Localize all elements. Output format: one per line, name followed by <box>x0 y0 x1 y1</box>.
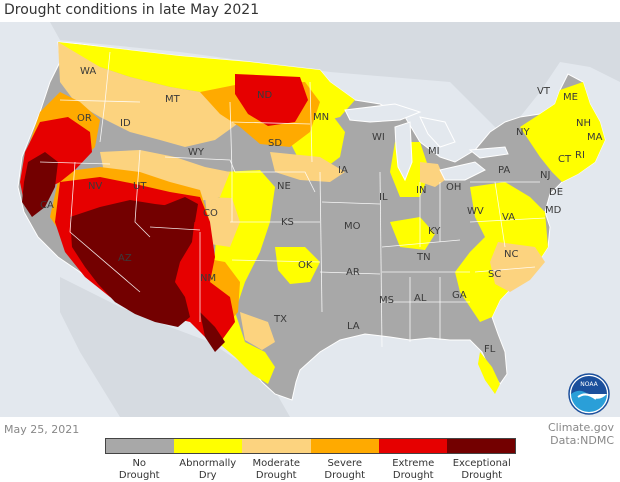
state-label-ut: UT <box>133 181 147 192</box>
state-label-id: ID <box>120 118 131 129</box>
state-label-ar: AR <box>346 267 360 278</box>
state-label-ok: OK <box>298 260 313 271</box>
state-label-sd: SD <box>268 138 282 149</box>
legend-label-moderate: Moderate Drought <box>252 458 301 481</box>
state-label-mt: MT <box>165 94 181 105</box>
legend-color-bar <box>105 438 516 454</box>
legend-swatch-abnormally-dry <box>174 439 243 453</box>
state-label-ct: CT <box>558 154 572 165</box>
state-label-va: VA <box>502 212 515 223</box>
legend-label-no-drought: No Drought <box>118 458 160 481</box>
legend-label-abnormally-dry: Abnormally Dry <box>179 458 237 481</box>
state-label-tn: TN <box>416 252 431 263</box>
state-label-nv: NV <box>88 181 102 192</box>
state-label-oh: OH <box>446 182 461 193</box>
legend-labels: No Drought Abnormally Dry Moderate Drought … <box>105 458 516 482</box>
legend-swatch-severe <box>310 439 379 453</box>
canada-land <box>0 22 620 132</box>
state-label-de: DE <box>549 187 563 198</box>
credit-data: Data:NDMC <box>550 434 614 447</box>
legend-swatch-moderate <box>242 439 311 453</box>
state-label-nd: ND <box>257 90 272 101</box>
state-label-ca: CA <box>40 200 54 211</box>
state-label-md: MD <box>545 205 562 216</box>
state-label-ga: GA <box>452 290 467 301</box>
state-label-la: LA <box>347 321 360 332</box>
state-label-or: OR <box>77 113 92 124</box>
us-drought-map-svg: WA OR ID MT ND MN WI MI VT ME NH MA NY C… <box>0 22 620 417</box>
legend-label-severe: Severe Drought <box>324 458 366 481</box>
map-credit: Climate.gov Data:NDMC <box>548 421 614 447</box>
state-label-wa: WA <box>80 66 96 77</box>
state-label-al: AL <box>414 293 427 304</box>
state-label-nh: NH <box>576 118 591 129</box>
state-label-il: IL <box>379 192 388 203</box>
state-label-vt: VT <box>537 86 551 97</box>
mexico-land <box>60 277 290 417</box>
map-date: May 25, 2021 <box>4 423 80 436</box>
abnormally-dry-areas <box>58 42 605 394</box>
state-label-mn: MN <box>313 112 329 123</box>
state-label-ma: MA <box>587 132 603 143</box>
state-label-mi: MI <box>428 146 440 157</box>
state-label-ky: KY <box>428 226 441 237</box>
state-label-tx: TX <box>273 314 287 325</box>
state-label-nc: NC <box>504 249 518 260</box>
state-label-sc: SC <box>488 269 501 280</box>
state-label-mo: MO <box>344 221 361 232</box>
drought-map: WA OR ID MT ND MN WI MI VT ME NH MA NY C… <box>0 22 620 417</box>
legend-swatch-exceptional <box>446 439 516 453</box>
state-labels: WA OR ID MT ND MN WI MI VT ME NH MA NY C… <box>40 66 603 355</box>
state-label-pa: PA <box>498 165 510 176</box>
great-lakes <box>344 103 509 182</box>
state-label-nj: NJ <box>540 170 550 181</box>
noaa-logo-icon: NOAA <box>568 373 610 415</box>
drought-legend: No Drought Abnormally Dry Moderate Drought … <box>105 438 516 482</box>
state-label-nm: NM <box>200 273 216 284</box>
state-borders <box>39 51 546 348</box>
state-label-ny: NY <box>516 127 530 138</box>
legend-swatch-extreme <box>378 439 447 453</box>
state-label-fl: FL <box>484 344 496 355</box>
state-label-ri: RI <box>575 150 585 161</box>
moderate-drought-areas <box>58 42 545 350</box>
state-label-wi: WI <box>372 132 385 143</box>
state-label-ms: MS <box>379 295 394 306</box>
exceptional-drought-areas <box>22 152 225 352</box>
noaa-logo-text: NOAA <box>580 381 598 388</box>
state-label-ne: NE <box>277 181 291 192</box>
state-label-in: IN <box>416 185 426 196</box>
legend-label-exceptional: Exceptional Drought <box>452 458 511 481</box>
credit-source: Climate.gov <box>547 421 614 434</box>
map-title: Drought conditions in late May 2021 <box>4 2 260 18</box>
state-label-co: CO <box>203 208 218 219</box>
noaa-logo: NOAA <box>568 373 610 419</box>
state-label-ia: IA <box>338 165 348 176</box>
state-label-az: AZ <box>118 253 132 264</box>
state-label-wv: WV <box>467 206 484 217</box>
legend-swatch-no-drought <box>106 439 175 453</box>
state-label-me: ME <box>563 92 578 103</box>
state-label-ks: KS <box>281 217 294 228</box>
state-label-wy: WY <box>188 147 205 158</box>
legend-label-extreme: Extreme Drought <box>392 458 435 481</box>
